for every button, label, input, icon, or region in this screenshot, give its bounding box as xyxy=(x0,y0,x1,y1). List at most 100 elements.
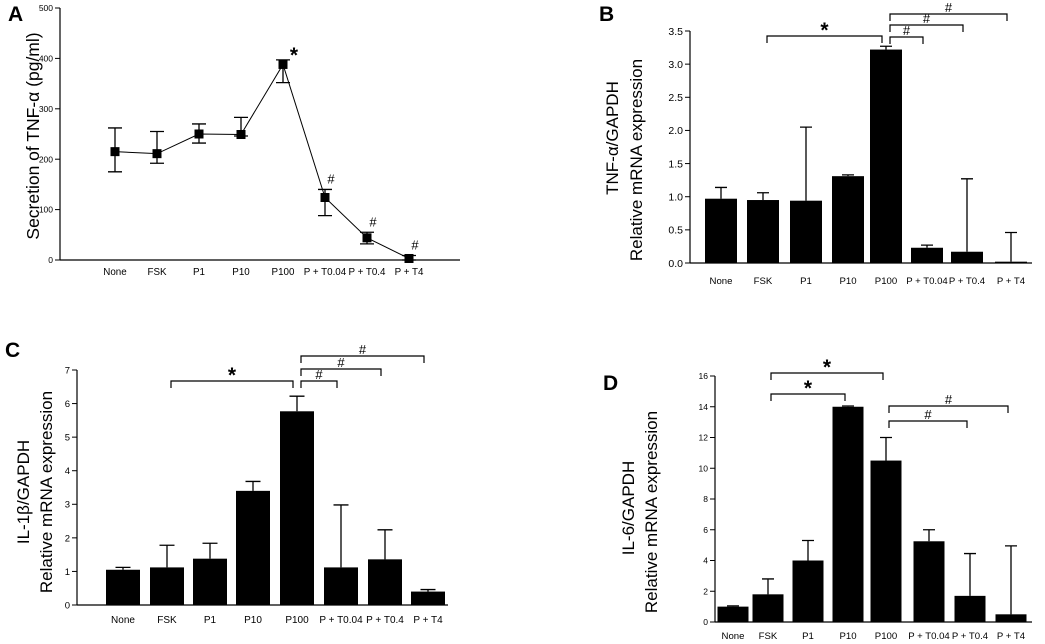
panel-d-bracket-4-symbol: # xyxy=(924,407,932,422)
panel-b-bar-none xyxy=(705,198,737,263)
panel-b-error-bar-none xyxy=(715,186,727,199)
panel-d-bar-none xyxy=(717,606,749,622)
panel-a-xtick-label-p-t4: P + T4 xyxy=(395,267,424,278)
panel-d-bracket-3 xyxy=(888,405,1009,413)
panel-c-ytick-label-2: 2 xyxy=(65,533,70,544)
panel-a-point-p-t4 xyxy=(404,253,414,263)
panel-c-xtick-label-p-t0-04: P + T0.04 xyxy=(319,615,363,626)
panel-a-xtick-label-p-t0-4: P + T0.4 xyxy=(349,267,387,278)
panel-d-xtick-label-p10: P10 xyxy=(839,631,856,642)
panel-c-bracket-4-symbol: # xyxy=(359,342,367,357)
panel-d-ytick-label-4: 4 xyxy=(703,556,708,566)
panel-b-ytick-label-0-5: 0.5 xyxy=(668,225,683,237)
panel-a-ytick-label-0: 0 xyxy=(48,255,53,265)
panel-a-point-p100 xyxy=(278,59,288,69)
panel-b-error-bar-fsk xyxy=(757,192,769,201)
panel-c-ytick-label-4: 4 xyxy=(65,466,70,477)
panel-a-ytick-label-100: 100 xyxy=(39,205,53,215)
panel-d-bar-p-t4 xyxy=(995,614,1027,622)
panel-c-xtick-label-p-t0-4: P + T0.4 xyxy=(366,615,404,626)
panel-a-series-line xyxy=(114,63,410,259)
panel-b-xtick-label-fsk: FSK xyxy=(754,276,773,287)
panel-b-xtick-label-p-t0-4: P + T0.4 xyxy=(949,276,986,287)
panel-a-point-p-t0-4 xyxy=(362,233,372,243)
panel-d-error-bar-p-t0-4 xyxy=(964,552,976,596)
panel-b-bar-p-t0-4 xyxy=(951,251,983,263)
panel-c-letter: C xyxy=(5,339,20,362)
panel-a-point-p10 xyxy=(236,130,246,140)
panel-d-error-bar-p10 xyxy=(842,405,854,407)
panel-b-ytick-label-3-5: 3.5 xyxy=(668,26,683,38)
panel-b-bracket-3 xyxy=(889,24,964,32)
panel-d-bar-p100 xyxy=(870,460,902,622)
panel-d-error-bar-fsk xyxy=(762,578,774,595)
panel-c-error-bar-p-t0-04 xyxy=(333,504,349,568)
panel-c-bar-p100 xyxy=(280,411,314,605)
panel-c-ylabel-line-2: Relative mRNA expression xyxy=(37,391,56,593)
panel-b-ytick-label-1-5: 1.5 xyxy=(668,158,683,170)
panel-d-xtick-label-fsk: FSK xyxy=(759,631,778,642)
panel-d-error-bar-none xyxy=(727,605,739,607)
panel-b-ytick-label-1-0: 1.0 xyxy=(668,191,683,203)
panel-a-significance-hash-p-t4: # xyxy=(411,237,419,252)
panel-c-bracket-3-symbol: # xyxy=(337,355,345,370)
panel-b-ytick-label-2-0: 2.0 xyxy=(668,125,683,137)
panel-a-xtick-label-p1: P1 xyxy=(193,267,205,278)
panel-b-xtick-label-p10: P10 xyxy=(839,276,856,287)
panel-b-error-bar-p-t0-4 xyxy=(961,178,973,252)
panel-c-error-bar-none xyxy=(115,566,131,570)
panel-b-error-bar-p10 xyxy=(842,174,854,177)
panel-c-bracket-1-symbol: * xyxy=(228,364,237,387)
panel-b-bar-fsk xyxy=(747,200,779,263)
panel-b-error-bar-p-t4 xyxy=(1005,231,1017,262)
panel-b-ylabel-line-2: Relative mRNA expression xyxy=(627,59,646,261)
panel-b-bracket-3-symbol: # xyxy=(923,11,931,26)
panel-c-bar-p-t0-04 xyxy=(324,567,358,605)
panel-b-ytick-label-0-0: 0.0 xyxy=(668,258,683,270)
panel-b-bracket-2-symbol: # xyxy=(903,23,911,38)
panel-c-error-bar-p-t4 xyxy=(420,588,436,592)
panel-d-ylabel-line-1: IL-6/GAPDH xyxy=(619,461,638,555)
panel-d-ytick-label-10: 10 xyxy=(699,463,709,473)
panel-d-bracket-2 xyxy=(770,393,846,401)
panel-b-ylabel-line-1: TNF-α/GAPDH xyxy=(603,81,622,195)
panel-d-xtick-label-p100: P100 xyxy=(875,631,897,642)
panel-d-bracket-3-symbol: # xyxy=(945,392,953,407)
panel-c-bar-fsk xyxy=(150,567,184,605)
panel-c-xtick-label-p-t4: P + T4 xyxy=(413,615,443,626)
panel-c-error-bar-p-t0-4 xyxy=(377,529,393,560)
panel-d-ylabel-line-2: Relative mRNA expression xyxy=(642,411,661,613)
panel-d-bar-p-t0-4 xyxy=(954,595,986,622)
panel-c-xtick-label-p100: P100 xyxy=(285,615,309,626)
panel-c-bar-p-t0-4 xyxy=(368,559,402,605)
panel-a-point-fsk xyxy=(152,149,162,159)
panel-a-ytick-label-500: 500 xyxy=(39,3,53,13)
panel-d-bracket-2-symbol: * xyxy=(804,377,813,400)
panel-c-xtick-label-p10: P10 xyxy=(244,615,262,626)
panel-b-xtick-label-none: None xyxy=(710,276,733,287)
panel-a-xtick-label-none: None xyxy=(103,267,127,278)
panel-a-point-none xyxy=(110,147,120,157)
panel-b-ytick-label-3-0: 3.0 xyxy=(668,59,683,71)
panel-a-significance-star-p100: * xyxy=(290,44,299,67)
panel-c-bracket-1 xyxy=(170,380,294,388)
panel-b-bracket-1-symbol: * xyxy=(820,19,829,42)
panel-d-error-bar-p1 xyxy=(802,539,814,561)
panel-d-error-bar-p100 xyxy=(880,436,892,461)
panel-d-error-bar-p-t4 xyxy=(1005,545,1017,615)
panel-b-bracket-4-symbol: # xyxy=(945,0,953,15)
panel-d-xtick-label-p-t0-04: P + T0.04 xyxy=(908,631,950,642)
panel-c-ytick-label-3: 3 xyxy=(65,500,70,511)
panel-a-point-p1 xyxy=(194,129,204,139)
panel-c-error-bar-p1 xyxy=(202,542,218,559)
panel-b-xtick-label-p1: P1 xyxy=(800,276,812,287)
panel-d-bar-p1 xyxy=(792,560,824,622)
panel-c-ytick-label-0: 0 xyxy=(65,600,70,611)
panel-d-bar-p10 xyxy=(832,406,864,622)
panel-b-bar-p100 xyxy=(870,49,902,264)
panel-d-ytick-label-6: 6 xyxy=(703,525,708,535)
panel-a-xtick-label-p-t0-04: P + T0.04 xyxy=(304,267,347,278)
panel-d-xtick-label-p-t0-4: P + T0.4 xyxy=(952,631,989,642)
panel-d-xtick-label-p1: P1 xyxy=(802,631,814,642)
